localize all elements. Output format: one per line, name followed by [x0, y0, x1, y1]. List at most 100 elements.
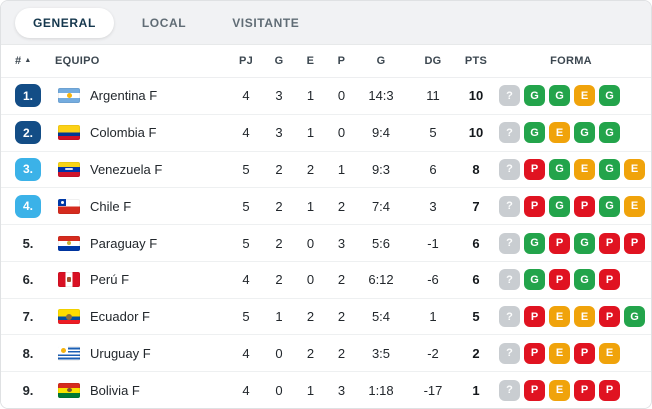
table-row[interactable]: 3. Venezuela F 5 2 2 1 9:3 6 8? P G E G E: [1, 151, 651, 189]
form-loss-badge[interactable]: P: [599, 269, 620, 291]
form-upcoming-badge[interactable]: ?: [499, 342, 520, 364]
table-row[interactable]: 7. Ecuador F 5 1 2 2 5:4 1 5? P E E P G: [1, 298, 651, 336]
form-draw-badge[interactable]: E: [624, 195, 645, 217]
stat-draws: 0: [306, 272, 315, 288]
form-win-badge[interactable]: G: [524, 122, 545, 144]
chile-flag: [58, 198, 80, 214]
table-body: 1. Argentina F 4 3 1 0 14:3 11 10? G G E G 2. Colombia…: [1, 78, 651, 408]
stat-points: 1: [472, 382, 480, 398]
form-upcoming-badge[interactable]: ?: [499, 122, 520, 144]
form-loss-badge[interactable]: P: [549, 269, 570, 291]
stat-points: 10: [468, 88, 484, 104]
table-row[interactable]: 2. Colombia F 4 3 1 0 9:4 5 10? G E G G: [1, 114, 651, 152]
form-upcoming-badge[interactable]: ?: [499, 85, 520, 107]
tab-local[interactable]: LOCAL: [141, 15, 187, 30]
form-draw-badge[interactable]: E: [574, 85, 595, 107]
team-name: Uruguay F: [90, 345, 151, 361]
form-loss-badge[interactable]: P: [574, 342, 595, 364]
form-draw-badge[interactable]: E: [549, 306, 570, 328]
form-cell: ? P E E P G: [491, 306, 651, 328]
stat-losses: 2: [337, 272, 346, 288]
table-row[interactable]: 8. Uruguay F 4 0 2 2 3:5 -2 2? P E P E: [1, 335, 651, 373]
stat-goals: 6:12: [368, 272, 394, 288]
tab-visitante[interactable]: VISITANTE: [232, 15, 300, 30]
stat-draws: 0: [306, 235, 315, 251]
form-win-badge[interactable]: G: [574, 269, 595, 291]
bolivia-flag: [58, 382, 80, 398]
form-loss-badge[interactable]: P: [524, 195, 545, 217]
form-cell: ? G E G G: [491, 122, 651, 144]
form-loss-badge[interactable]: P: [624, 232, 645, 254]
form-loss-badge[interactable]: P: [524, 306, 545, 328]
form-win-badge[interactable]: G: [574, 122, 595, 144]
position-number: 6.: [22, 272, 34, 288]
form-loss-badge[interactable]: P: [599, 306, 620, 328]
sort-asc-icon: ▲: [24, 56, 32, 64]
header-wins: G: [274, 55, 284, 67]
header-played: PJ: [238, 55, 254, 67]
form-win-badge[interactable]: G: [549, 195, 570, 217]
stat-points: 10: [468, 125, 484, 141]
form-loss-badge[interactable]: P: [574, 195, 595, 217]
form-cell: ? P E P P: [491, 379, 651, 401]
position-number: 8.: [22, 345, 34, 361]
form-loss-badge[interactable]: P: [599, 232, 620, 254]
table-row[interactable]: 6. Perú F 4 2 0 2 6:12 -6 6? G P G P: [1, 261, 651, 299]
form-win-badge[interactable]: G: [599, 122, 620, 144]
form-loss-badge[interactable]: P: [524, 158, 545, 180]
form-draw-badge[interactable]: E: [574, 158, 595, 180]
form-draw-badge[interactable]: E: [574, 306, 595, 328]
form-upcoming-badge[interactable]: ?: [499, 379, 520, 401]
table-row[interactable]: 4. Chile F 5 2 1 2 7:4 3 7? P G P G E: [1, 188, 651, 226]
position-badge: 1.: [15, 84, 41, 108]
table-header: # ▲ EQUIPO PJ G E P G DG PTS FORMA: [1, 45, 651, 78]
form-upcoming-badge[interactable]: ?: [499, 232, 520, 254]
table-row[interactable]: 9. Bolivia F 4 0 1 3 1:18 -17 1? P E P P: [1, 372, 651, 408]
form-draw-badge[interactable]: E: [549, 342, 570, 364]
stat-wins: 3: [275, 125, 283, 141]
form-loss-badge[interactable]: P: [599, 379, 620, 401]
form-win-badge[interactable]: G: [524, 269, 545, 291]
stat-wins: 2: [275, 272, 283, 288]
stat-goals: 9:4: [371, 125, 391, 141]
form-win-badge[interactable]: G: [574, 232, 595, 254]
form-win-badge[interactable]: G: [549, 85, 570, 107]
form-win-badge[interactable]: G: [599, 195, 620, 217]
form-win-badge[interactable]: G: [599, 85, 620, 107]
stat-losses: 2: [337, 345, 346, 361]
table-row[interactable]: 1. Argentina F 4 3 1 0 14:3 11 10? G G E G: [1, 78, 651, 115]
form-draw-badge[interactable]: E: [599, 342, 620, 364]
position-cell: 7.: [15, 309, 41, 324]
form-loss-badge[interactable]: P: [549, 232, 570, 254]
flag-cell: [58, 235, 80, 251]
form-win-badge[interactable]: G: [599, 158, 620, 180]
tab-general[interactable]: GENERAL: [15, 7, 114, 38]
form-loss-badge[interactable]: P: [524, 342, 545, 364]
argentina-flag: [58, 88, 80, 104]
header-losses: P: [337, 55, 346, 67]
form-loss-badge[interactable]: P: [524, 379, 545, 401]
form-draw-badge[interactable]: E: [624, 158, 645, 180]
form-upcoming-badge[interactable]: ?: [499, 306, 520, 328]
form-upcoming-badge[interactable]: ?: [499, 195, 520, 217]
stat-goals: 5:6: [371, 235, 391, 251]
form-win-badge[interactable]: G: [549, 158, 570, 180]
header-form: FORMA: [550, 55, 592, 67]
table-row[interactable]: 5. Paraguay F 5 2 0 3 5:6 -1 6? G P G P P: [1, 225, 651, 262]
form-win-badge[interactable]: G: [524, 232, 545, 254]
form-upcoming-badge[interactable]: ?: [499, 158, 520, 180]
position-cell: 5.: [15, 236, 41, 251]
form-win-badge[interactable]: G: [624, 306, 645, 328]
form-draw-badge[interactable]: E: [549, 379, 570, 401]
form-draw-badge[interactable]: E: [549, 122, 570, 144]
header-position[interactable]: # ▲: [15, 55, 41, 67]
team-name: Venezuela F: [90, 161, 163, 177]
form-loss-badge[interactable]: P: [574, 379, 595, 401]
team-name: Colombia F: [90, 125, 157, 141]
flag-cell: [58, 382, 80, 398]
form-win-badge[interactable]: G: [524, 85, 545, 107]
stat-goal-diff: 11: [426, 88, 440, 104]
form-upcoming-badge[interactable]: ?: [499, 269, 520, 291]
position-cell: 3.: [15, 157, 41, 181]
stat-wins: 2: [275, 198, 283, 214]
